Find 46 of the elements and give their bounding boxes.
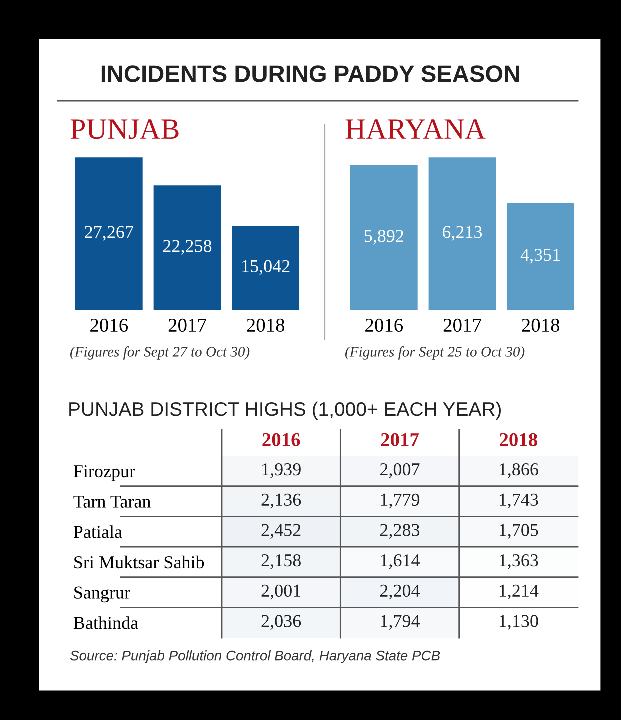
source-note: Source: Punjab Pollution Control Board, Haryana State PCB bbox=[70, 650, 440, 664]
x-tick-label: 2016 bbox=[366, 318, 404, 332]
data-label: 1,743 bbox=[500, 494, 538, 509]
x-tick-label: 2016 bbox=[262, 433, 300, 446]
data-label: 1,130 bbox=[500, 615, 538, 630]
y-tick-label: Bathinda bbox=[74, 616, 138, 630]
chart-subtitle: PUNJAB bbox=[70, 120, 179, 140]
data-label: 1,794 bbox=[381, 615, 420, 630]
data-label: 5,892 bbox=[364, 230, 404, 245]
x-tick-label: 2018 bbox=[522, 318, 560, 332]
x-tick-label: 2017 bbox=[381, 433, 419, 446]
data-label: 1,214 bbox=[500, 584, 539, 600]
data-label: 2,204 bbox=[380, 584, 420, 600]
data-label: 1,779 bbox=[381, 494, 420, 509]
data-label: 2,001 bbox=[262, 584, 301, 600]
data-label: 1,866 bbox=[500, 464, 538, 478]
data-label: 2,036 bbox=[262, 615, 302, 630]
y-tick-label: Sangrur bbox=[74, 586, 130, 603]
chart-title: PUNJAB DISTRICT HIGHS (1,000+ EACH YEAR) bbox=[70, 402, 502, 420]
data-label: 2,158 bbox=[262, 554, 301, 570]
y-tick-label: Sri Muktsar Sahib bbox=[74, 556, 204, 569]
text: (Figures for Sept 27 to Oct 30) bbox=[70, 346, 250, 360]
chart-subtitle: HARYANA bbox=[346, 120, 486, 139]
data-label: 2,136 bbox=[262, 494, 302, 509]
data-label: 27,267 bbox=[85, 226, 134, 241]
data-label: 22,258 bbox=[163, 240, 212, 255]
x-tick-label: 2018 bbox=[500, 433, 538, 446]
data-label: 2,007 bbox=[380, 464, 420, 478]
y-tick-label: Tarn Taran bbox=[74, 496, 151, 508]
chart-title: INCIDENTS DURING PADDY SEASON bbox=[102, 66, 520, 82]
data-label: 2,452 bbox=[262, 524, 301, 539]
data-label: 2,283 bbox=[380, 524, 420, 539]
x-tick-label: 2018 bbox=[247, 318, 285, 332]
data-label: 6,213 bbox=[442, 226, 482, 241]
data-label: 1,939 bbox=[262, 464, 301, 478]
data-label: 15,042 bbox=[242, 260, 290, 276]
data-label: 4,351 bbox=[520, 249, 560, 264]
x-tick-label: 2017 bbox=[168, 318, 206, 332]
text: (Figures for Sept 25 to Oct 30) bbox=[346, 346, 525, 360]
y-tick-label: Patiala bbox=[74, 526, 122, 538]
data-label: 1,614 bbox=[381, 554, 420, 570]
data-label: 1,705 bbox=[500, 524, 538, 539]
data-label: 1,363 bbox=[500, 554, 538, 570]
x-tick-label: 2016 bbox=[90, 318, 128, 332]
x-tick-label: 2017 bbox=[444, 318, 482, 332]
y-tick-label: Firozpur bbox=[74, 465, 136, 482]
